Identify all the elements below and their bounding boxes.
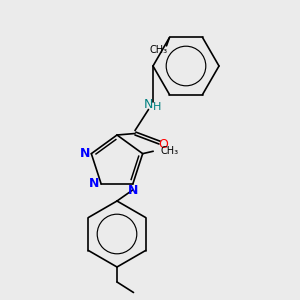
Text: N: N	[89, 177, 100, 190]
Text: N: N	[128, 184, 138, 197]
Text: H: H	[153, 101, 161, 112]
Text: O: O	[159, 137, 168, 151]
Text: N: N	[80, 147, 90, 160]
Text: N: N	[144, 98, 153, 112]
Text: CH₃: CH₃	[161, 146, 179, 156]
Text: CH₃: CH₃	[150, 45, 168, 55]
